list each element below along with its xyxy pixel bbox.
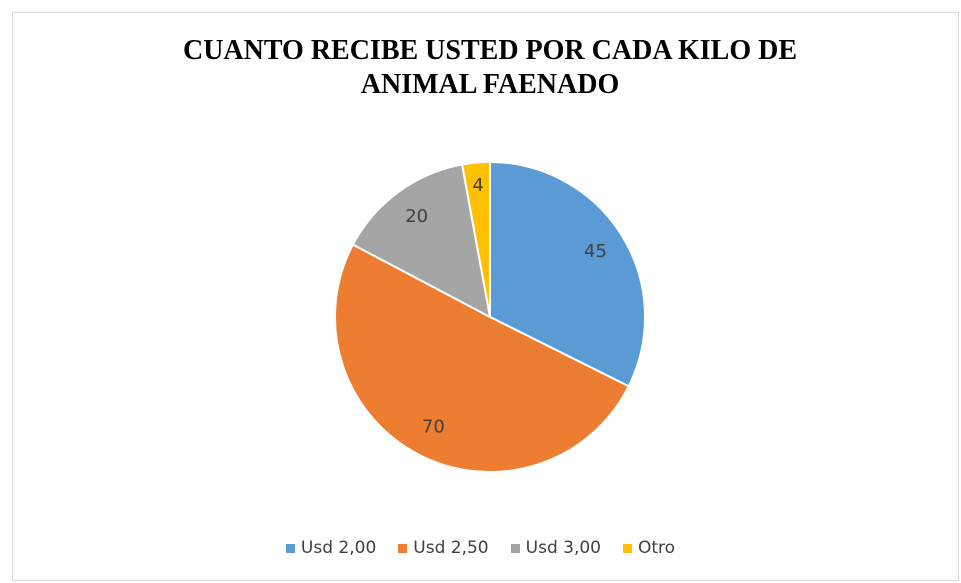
legend-item: Usd 3,00: [510, 538, 601, 558]
pie-slice: [489, 160, 646, 388]
pie-slice: [460, 160, 491, 318]
data-label: 20: [405, 206, 428, 227]
legend-label: Otro: [638, 538, 676, 558]
legend-swatch: [398, 543, 408, 553]
chart-title: CUANTO RECIBE USTED POR CADA KILO DE ANI…: [182, 35, 798, 100]
legend-label: Usd 2,50: [413, 538, 489, 558]
pie-slice: [334, 243, 631, 474]
data-label: 45: [584, 241, 607, 262]
data-label: 4: [472, 175, 483, 196]
legend-swatch: [510, 543, 520, 553]
legend-swatch: [623, 543, 632, 553]
chart-frame: [12, 12, 959, 581]
pie-slice: [351, 163, 492, 319]
legend: Usd 2,00 Usd 2,50 Usd 3,00 Otro: [0, 538, 961, 558]
legend-item: Usd 2,00: [285, 538, 377, 558]
legend-label: Usd 2,00: [300, 538, 377, 558]
data-label: 70: [422, 416, 445, 437]
legend-item: Otro: [623, 538, 675, 558]
legend-swatch: [285, 543, 295, 553]
legend-item: Usd 2,50: [398, 538, 489, 558]
legend-label: Usd 3,00: [525, 538, 601, 558]
